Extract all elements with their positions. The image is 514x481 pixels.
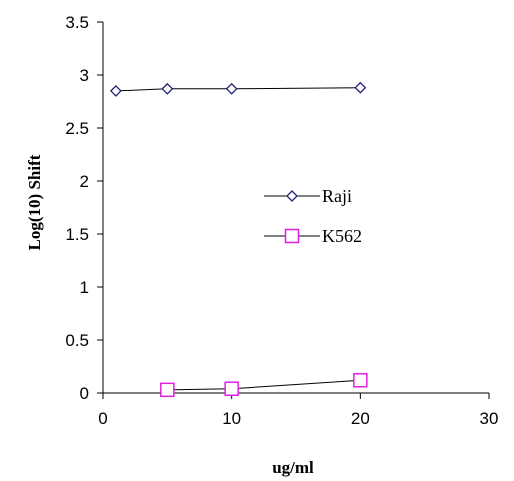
- series-line: [115, 87, 361, 92]
- axes: [102, 22, 489, 394]
- data-point: [109, 84, 122, 97]
- series-line: [167, 379, 361, 391]
- y-tick-label: 1: [80, 278, 89, 297]
- data-point: [224, 381, 239, 397]
- y-axis-title: Log(10) Shift: [25, 154, 44, 250]
- x-tick-label: 10: [222, 409, 241, 428]
- legend-label: Raji: [322, 186, 352, 206]
- legend-item-k562: K562: [264, 226, 362, 246]
- legend-marker: [284, 228, 300, 244]
- series-raji: [109, 81, 367, 97]
- y-tick-label: 2: [80, 172, 89, 191]
- x-ticks: 0 10 20 30: [98, 393, 498, 428]
- y-tick-label: 3.5: [65, 13, 89, 32]
- data-point: [225, 82, 238, 95]
- y-tick-label: 0.5: [65, 331, 89, 350]
- data-point: [354, 81, 367, 94]
- data-point: [353, 373, 368, 388]
- y-tick-label: 0: [80, 384, 89, 403]
- y-tick-label: 1.5: [65, 225, 89, 244]
- x-tick-label: 20: [351, 409, 370, 428]
- x-axis-title: ug/ml: [272, 458, 314, 477]
- legend-marker: [286, 190, 298, 202]
- legend-label: K562: [322, 226, 362, 246]
- y-tick-label: 3: [80, 66, 89, 85]
- y-ticks: 0 0.5 1 1.5 2 2.5 3 3.5: [65, 13, 103, 403]
- x-tick-label: 0: [98, 409, 107, 428]
- legend-item-raji: Raji: [264, 186, 352, 206]
- x-tick-label: 30: [480, 409, 499, 428]
- y-tick-label: 2.5: [65, 119, 89, 138]
- legend: Raji K562: [264, 186, 362, 246]
- series-layer: [109, 81, 368, 398]
- data-point: [161, 82, 174, 95]
- series-k562: [160, 373, 368, 398]
- data-point: [160, 382, 175, 398]
